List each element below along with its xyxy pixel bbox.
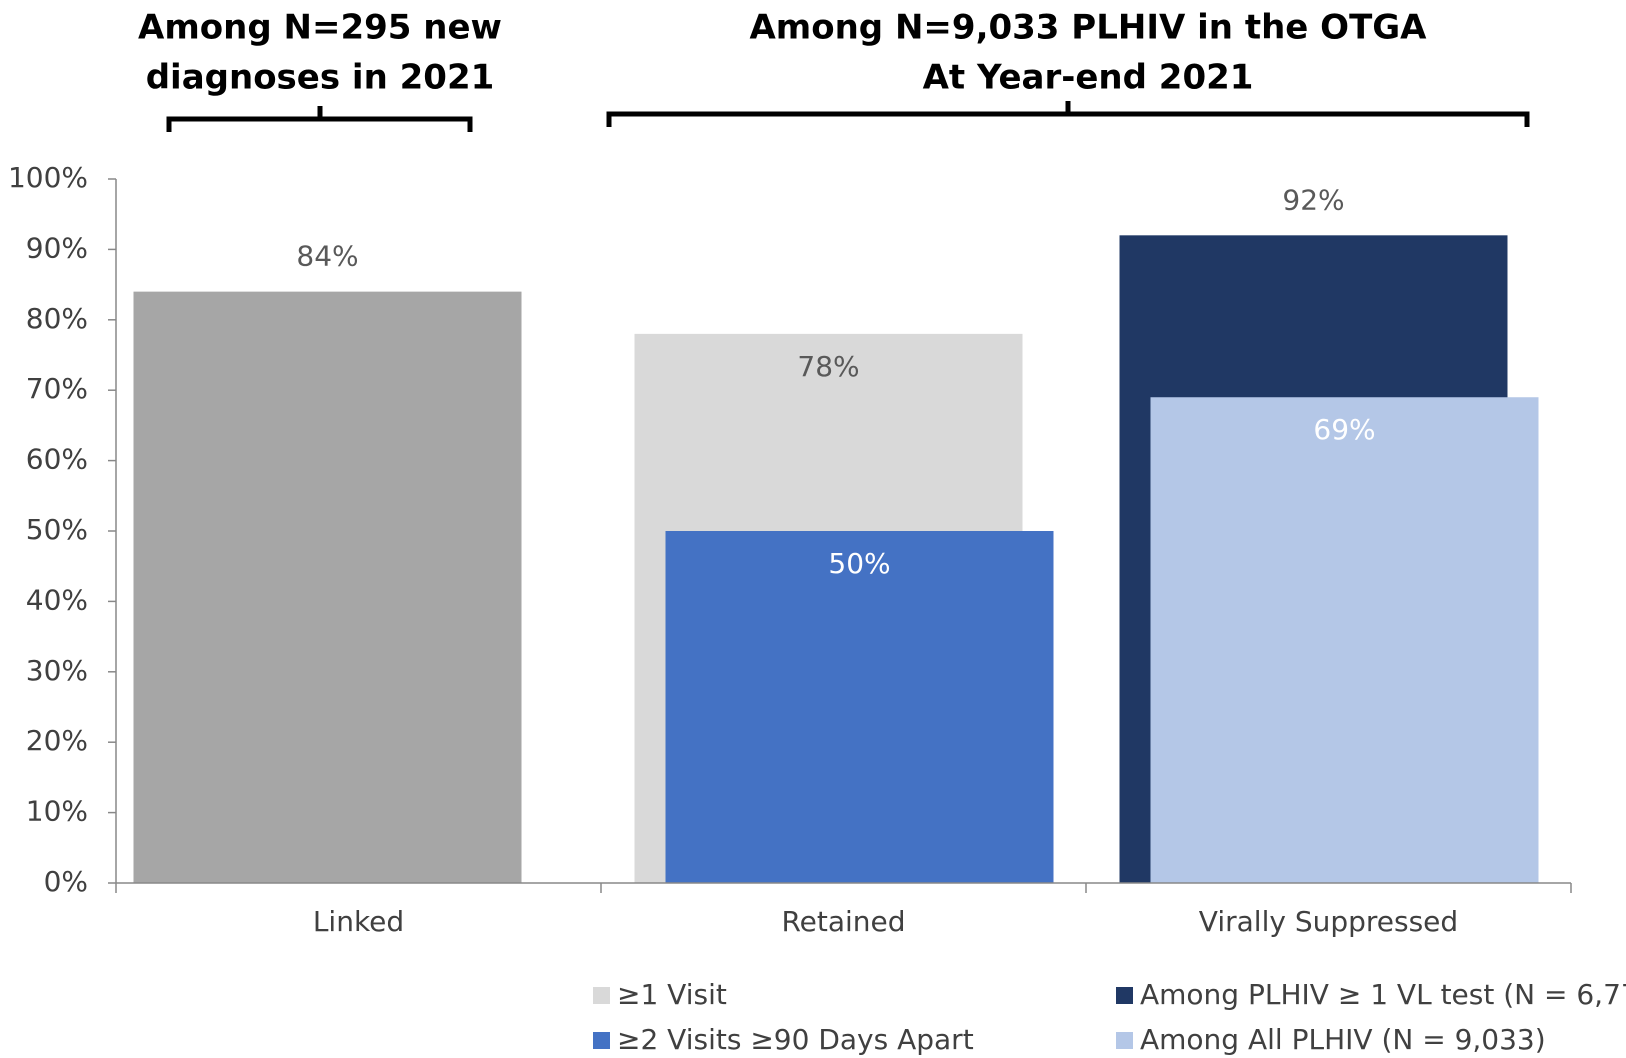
- annotation: At Year-end 2021: [923, 58, 1254, 98]
- y-tick-label: 30%: [26, 654, 88, 687]
- bar: [665, 531, 1054, 883]
- legend-swatch: [593, 1032, 610, 1049]
- legend-swatch: [1116, 1032, 1133, 1049]
- x-tick-label: Retained: [781, 905, 905, 938]
- y-tick-label: 50%: [26, 513, 88, 546]
- y-tick-label: 100%: [8, 161, 88, 194]
- annotation: Among N=9,033 PLHIV in the OTGA: [749, 8, 1427, 48]
- legend-swatch: [593, 987, 610, 1004]
- bar: [133, 291, 522, 883]
- y-tick-label: 40%: [26, 583, 88, 616]
- y-tick-label: 60%: [26, 443, 88, 476]
- x-tick-label: Virally Suppressed: [1199, 905, 1458, 938]
- y-tick-label: 80%: [26, 302, 88, 335]
- bar: [1150, 397, 1539, 883]
- legend-label: ≥2 Visits ≥90 Days Apart: [617, 1023, 974, 1056]
- legend-label: Among PLHIV ≥ 1 VL test (N = 6,770): [1140, 978, 1626, 1011]
- x-tick-label: Linked: [313, 905, 404, 938]
- y-tick-label: 90%: [26, 231, 88, 264]
- annotation: diagnoses in 2021: [146, 58, 495, 98]
- y-tick-label: 70%: [26, 372, 88, 405]
- bracket: [606, 101, 1530, 127]
- data-label: 50%: [828, 547, 890, 580]
- y-tick-label: 0%: [44, 865, 88, 898]
- y-tick-label: 20%: [26, 724, 88, 757]
- legend-label: Among All PLHIV (N = 9,033): [1140, 1023, 1546, 1056]
- annotation: Among N=295 new: [138, 8, 502, 48]
- legend-swatch: [1116, 987, 1133, 1004]
- legend-label: ≥1 Visit: [617, 978, 727, 1011]
- data-label: 78%: [797, 350, 859, 383]
- y-tick-label: 10%: [26, 795, 88, 828]
- bracket: [166, 106, 473, 132]
- data-label: 69%: [1313, 413, 1375, 446]
- data-label: 92%: [1282, 183, 1344, 216]
- data-label: 84%: [296, 240, 358, 273]
